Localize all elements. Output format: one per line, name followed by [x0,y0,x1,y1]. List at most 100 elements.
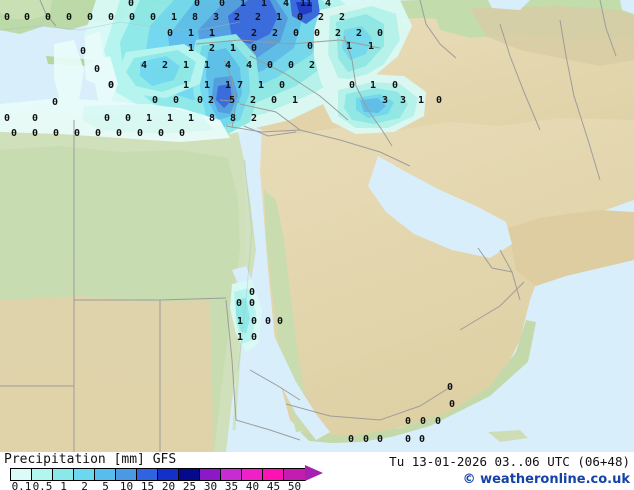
color-scale-tick-labels: 0.1 0.5 1 2 5 10 15 20 25 30 35 40 45 50 [0,480,330,490]
precip-value: 0 [31,113,39,124]
precip-value: 1 [208,28,216,39]
precip-value: 2 [355,28,363,39]
precip-value: 1 [367,41,375,52]
precip-value: 0 [218,0,226,9]
precip-value: 2 [161,60,169,71]
precip-value: 0 [3,113,11,124]
precip-value: 2 [317,12,325,23]
precip-value: 1 [166,113,174,124]
tick-15: 15 [140,480,155,490]
precip-value: 1 [224,80,232,91]
precip-value: 0 [306,41,314,52]
legend-title: Precipitation [mm] GFS [4,452,177,467]
tick-5: 5 [102,480,109,490]
tick-0.5: 0.5 [32,480,53,490]
precip-value: 3 [381,95,389,106]
precip-value: 0 [178,128,186,139]
precip-value: 0 [151,95,159,106]
precip-value: 0 [51,97,59,108]
precip-value: 0 [44,12,52,23]
tick-2: 2 [81,480,88,490]
precip-value: 0 [124,113,132,124]
precip-value: 0 [435,95,443,106]
precip-value: 0 [136,128,144,139]
precip-value: 0 [276,316,284,327]
precip-value: 0 [103,113,111,124]
precip-value: 0 [172,95,180,106]
precip-value: 0 [235,298,243,309]
precip-value: 0 [31,128,39,139]
precip-value: 1 [417,95,425,106]
color-swatch-40 [242,469,263,480]
precip-value: 0 [270,95,278,106]
precip-value: 1 [187,43,195,54]
precip-value: 0 [127,0,135,9]
precip-value: 4 [245,60,253,71]
tick-10: 10 [119,480,134,490]
precip-value: 0 [79,46,87,57]
tick-30: 30 [203,480,218,490]
precip-value: 0 [107,80,115,91]
color-swatch-20 [158,469,179,480]
precip-value: 0 [65,12,73,23]
model-run-timestamp: Tu 13-01-2026 03..06 UTC (06+48) [389,454,630,469]
precip-value: 4 [324,0,332,9]
precip-value: 3 [212,12,220,23]
precip-value: 1 [187,113,195,124]
precip-value: 0 [23,12,31,23]
precip-value: 0 [248,287,256,298]
precip-value: 1 [345,41,353,52]
color-swatch-10 [116,469,137,480]
precip-value: 0 [313,28,321,39]
precip-value: 2 [250,28,258,39]
precip-value: 0 [434,416,442,427]
copyright-notice: © weatheronline.co.uk [462,472,630,487]
precip-value: 4 [224,60,232,71]
precip-value: 1 [369,80,377,91]
precip-value: 1 [145,113,153,124]
precip-value: 8 [229,113,237,124]
precip-value: 0 [93,64,101,75]
precip-value: 1 [182,80,190,91]
color-swatch-0.1 [11,469,32,480]
precip-value: 0 [157,128,165,139]
precip-value: 7 [236,80,244,91]
legend-bar: Precipitation [mm] GFS 0.1 0.5 1 2 5 10 15 20 25… [0,452,634,490]
precip-value: 0 [362,434,370,445]
precip-value: 2 [250,113,258,124]
precip-value: 0 [166,28,174,39]
precip-value: 1 [236,332,244,343]
precip-value: 4 [140,60,148,71]
precip-value: 0 [107,80,115,91]
precip-value: 2 [334,28,342,39]
precip-value: 0 [391,80,399,91]
color-swatch-35 [221,469,242,480]
precipitation-map[interactable]: 0 0 0 1 1 4 11 4 0 0 0 0 0 0 0 0 1 8 3 2 2 1 0 2 2 0 1 1 2 2 0 0 2 2 0 0 1 1 1… [0,0,634,452]
precip-value: 0 [250,43,258,54]
precip-value: 0 [292,28,300,39]
precip-value: 0 [3,12,11,23]
map-graphic [0,0,634,452]
precip-value: 11 [299,0,313,9]
color-scale-overflow-arrow [305,465,323,481]
precip-value: 0 [404,416,412,427]
precip-value: 0 [115,128,123,139]
color-swatch-15 [137,469,158,480]
precip-value: 1 [239,0,247,9]
precip-value: 0 [376,434,384,445]
precip-value: 1 [291,95,299,106]
tick-1: 1 [60,480,67,490]
precip-value: 0 [347,434,355,445]
color-swatch-2 [74,469,95,480]
color-swatch-45 [263,469,284,480]
precip-value: 2 [249,95,257,106]
precip-value: 0 [287,60,295,71]
precip-value: 1 [229,43,237,54]
precip-value: 0 [278,80,286,91]
precip-value: 1 [182,60,190,71]
precip-value: 4 [282,0,290,9]
precip-value: 1 [170,12,178,23]
precip-value: 1 [257,80,265,91]
precip-value: 0 [264,316,272,327]
precip-value: 0 [10,128,18,139]
